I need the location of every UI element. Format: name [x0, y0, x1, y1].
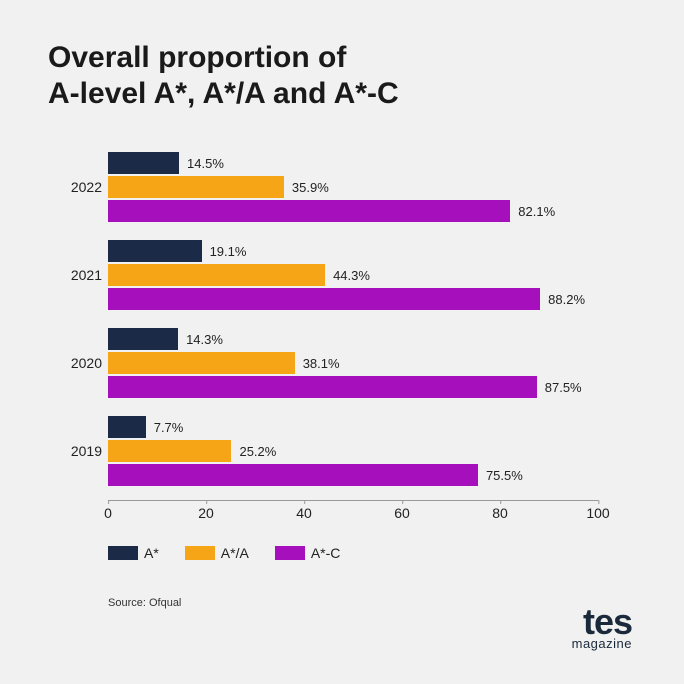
bar [108, 152, 179, 174]
bar-row: 44.3% [108, 264, 598, 286]
bar-row: 7.7% [108, 416, 598, 438]
bar-set: 14.3% 38.1% 87.5% [108, 328, 598, 398]
x-tick: 60 [394, 505, 410, 521]
legend-item: A* [108, 545, 159, 561]
chart-container: Overall proportion ofA-level A*, A*/A an… [0, 0, 684, 629]
bar [108, 176, 284, 198]
bar [108, 264, 325, 286]
year-label: 2019 [58, 443, 102, 459]
year-group: 202214.5%35.9%82.1% [108, 152, 598, 222]
year-label: 2022 [58, 179, 102, 195]
year-label: 2021 [58, 267, 102, 283]
bar [108, 376, 537, 398]
legend-item: A*-C [275, 545, 341, 561]
bar-value-label: 7.7% [154, 420, 184, 435]
x-tick: 80 [492, 505, 508, 521]
chart-title: Overall proportion ofA-level A*, A*/A an… [48, 40, 636, 112]
logo: tes magazine [572, 606, 632, 650]
bar-row: 14.3% [108, 328, 598, 350]
bar-row: 82.1% [108, 200, 598, 222]
legend-label: A* [144, 545, 159, 561]
bar-row: 75.5% [108, 464, 598, 486]
legend-swatch [108, 546, 138, 560]
bar [108, 200, 510, 222]
bar-row: 88.2% [108, 288, 598, 310]
legend-item: A*/A [185, 545, 249, 561]
bar-row: 25.2% [108, 440, 598, 462]
logo-line1: tes [572, 606, 632, 638]
legend-swatch [185, 546, 215, 560]
bar-value-label: 75.5% [486, 468, 523, 483]
bar-row: 38.1% [108, 352, 598, 374]
bar-value-label: 88.2% [548, 292, 585, 307]
bar-value-label: 14.3% [186, 332, 223, 347]
legend-label: A*-C [311, 545, 341, 561]
bar-set: 19.1% 44.3% 88.2% [108, 240, 598, 310]
legend-swatch [275, 546, 305, 560]
bar [108, 464, 478, 486]
bar-value-label: 87.5% [545, 380, 582, 395]
source-text: Source: Ofqual [108, 597, 598, 609]
legend-label: A*/A [221, 545, 249, 561]
bar-set: 14.5% 35.9% 82.1% [108, 152, 598, 222]
bar-value-label: 25.2% [239, 444, 276, 459]
year-label: 2020 [58, 355, 102, 371]
bar-value-label: 38.1% [303, 356, 340, 371]
x-tick: 20 [198, 505, 214, 521]
bar [108, 352, 295, 374]
bar-groups: 202214.5%35.9%82.1%202119.1%44.3%88.2%20… [108, 142, 598, 500]
year-group: 20197.7%25.2%75.5% [108, 416, 598, 486]
year-group: 202119.1%44.3%88.2% [108, 240, 598, 310]
bar-value-label: 14.5% [187, 156, 224, 171]
legend: A* A*/A A*-C [108, 545, 598, 561]
bar-row: 14.5% [108, 152, 598, 174]
bar-set: 7.7% 25.2% 75.5% [108, 416, 598, 486]
bar-value-label: 82.1% [518, 204, 555, 219]
plot-region: 202214.5%35.9%82.1%202119.1%44.3%88.2%20… [108, 142, 598, 501]
bar-value-label: 19.1% [210, 244, 247, 259]
bar [108, 288, 540, 310]
bar-row: 19.1% [108, 240, 598, 262]
bar [108, 328, 178, 350]
chart-area: 2022 14.5% 35.9% 82.1% 2021 19.1% 44.3% 88.2% 20… [58, 142, 598, 609]
x-tick: 100 [586, 505, 609, 521]
bar-row: 35.9% [108, 176, 598, 198]
bar-value-label: 44.3% [333, 268, 370, 283]
x-tick: 40 [296, 505, 312, 521]
x-tick: 0 [104, 505, 112, 521]
bar [108, 240, 202, 262]
bar-value-label: 35.9% [292, 180, 329, 195]
year-group: 202014.3%38.1%87.5% [108, 328, 598, 398]
bar-row: 87.5% [108, 376, 598, 398]
bar [108, 416, 146, 438]
x-axis: 020406080100 [108, 501, 598, 531]
bar [108, 440, 231, 462]
logo-line2: magazine [572, 638, 632, 650]
